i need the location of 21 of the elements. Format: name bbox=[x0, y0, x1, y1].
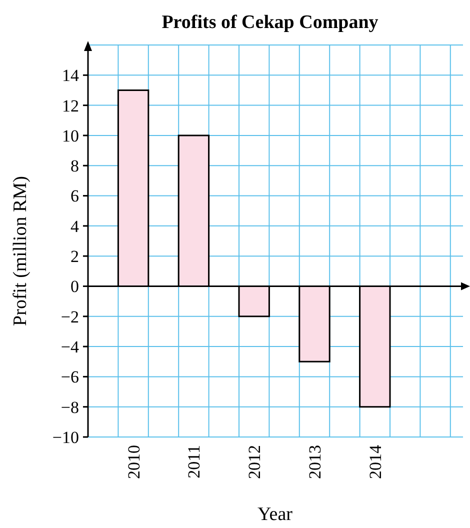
y-tick-label: 12 bbox=[62, 96, 79, 116]
x-axis-title: Year bbox=[257, 504, 294, 525]
y-tick-label: 14 bbox=[62, 66, 80, 86]
y-tick-label: 6 bbox=[70, 186, 79, 206]
chart-title: Profits of Cekap Company bbox=[162, 12, 379, 33]
y-tick-label: 0 bbox=[70, 277, 79, 296]
y-tick-label: −8 bbox=[60, 398, 79, 417]
y-tick-label: −2 bbox=[60, 307, 79, 326]
x-tick-label: 2013 bbox=[305, 445, 324, 479]
y-axis-title: Profit (million RM) bbox=[10, 176, 31, 326]
x-tick-label: 2014 bbox=[366, 444, 385, 479]
y-tick-label: 4 bbox=[70, 216, 80, 236]
x-tick-label: 2012 bbox=[245, 445, 264, 479]
y-tick-label: −6 bbox=[60, 368, 79, 387]
x-tick-label: 2011 bbox=[184, 445, 204, 478]
x-tick-label: 2010 bbox=[124, 445, 144, 479]
y-tick-label: −4 bbox=[60, 337, 80, 356]
y-tick-label: 10 bbox=[62, 126, 79, 146]
y-tick-label: −10 bbox=[52, 428, 79, 447]
y-tick-label: 8 bbox=[70, 156, 79, 176]
y-tick-label: 2 bbox=[70, 247, 79, 266]
